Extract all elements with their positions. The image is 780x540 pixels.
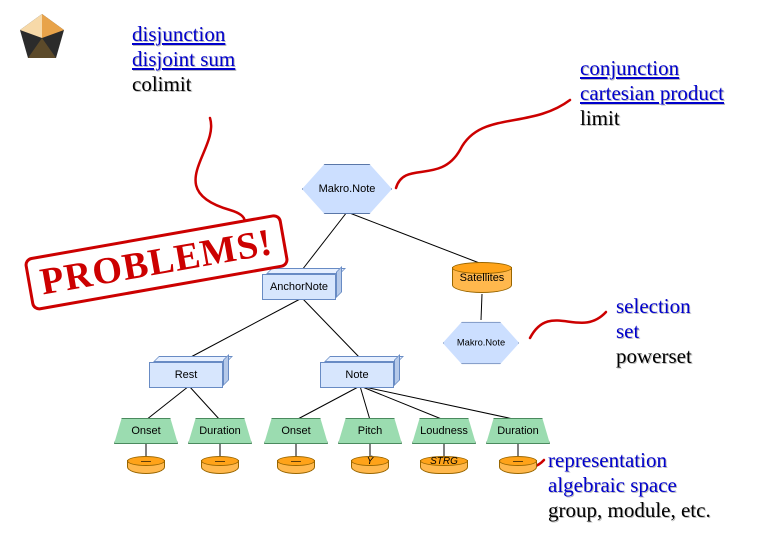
node-label: Onset bbox=[281, 425, 310, 437]
annotation-line: disjunction bbox=[132, 22, 235, 47]
edge bbox=[302, 298, 360, 358]
edge bbox=[296, 386, 360, 420]
annotation-line: representation bbox=[548, 448, 711, 473]
annotation-line: limit bbox=[580, 106, 724, 131]
node-label: Onset bbox=[131, 425, 160, 437]
node-rest: Rest bbox=[149, 356, 229, 388]
annotation-right-mid: selectionsetpowerset bbox=[616, 294, 692, 370]
node-label: AnchorNote bbox=[270, 281, 328, 293]
node-label: Loudness bbox=[420, 425, 468, 437]
annotation-line: algebraic space bbox=[548, 473, 711, 498]
node-note: Note bbox=[320, 356, 400, 388]
annotation-line: group, module, etc. bbox=[548, 498, 711, 523]
node-pitch: Pitch bbox=[338, 418, 402, 444]
annotation-line: cartesian product bbox=[580, 81, 724, 106]
node-label: Pitch bbox=[358, 425, 382, 437]
annotation-line: set bbox=[616, 319, 692, 344]
node-label: — bbox=[141, 456, 151, 467]
squiggle bbox=[396, 100, 570, 188]
node-label: — bbox=[291, 456, 301, 467]
edge bbox=[189, 386, 220, 420]
node-anchor: AnchorNote bbox=[262, 268, 342, 300]
node-label: Satellites bbox=[452, 272, 512, 284]
node-duration2: Duration bbox=[486, 418, 550, 444]
node-label: STRG bbox=[430, 456, 458, 467]
squiggle bbox=[530, 312, 606, 338]
node-satellites: Satellites bbox=[452, 262, 512, 296]
edge bbox=[481, 294, 482, 320]
node-d_loudness: STRG bbox=[420, 456, 468, 476]
node-label: — bbox=[215, 456, 225, 467]
node-loudness: Loudness bbox=[412, 418, 476, 444]
node-d_pitch: Ÿ bbox=[351, 456, 389, 476]
problems-stamp: PROBLEMS! bbox=[23, 213, 289, 311]
node-makro_top: Makro.Note bbox=[302, 164, 392, 214]
node-makro_sub: Makro.Note bbox=[443, 322, 520, 365]
node-onset1: Onset bbox=[114, 418, 178, 444]
node-label: Rest bbox=[175, 369, 198, 381]
node-d_duration2: — bbox=[499, 456, 537, 476]
node-onset2: Onset bbox=[264, 418, 328, 444]
edge bbox=[347, 212, 482, 264]
edge bbox=[360, 386, 444, 420]
node-label: — bbox=[513, 456, 523, 467]
annotation-line: conjunction bbox=[580, 56, 724, 81]
edge bbox=[189, 298, 302, 358]
annotation-line: powerset bbox=[616, 344, 692, 369]
node-d_onset2: — bbox=[277, 456, 315, 476]
node-label: Note bbox=[345, 369, 368, 381]
annotation-top-right: conjunctioncartesian productlimit bbox=[580, 56, 724, 132]
annotation-line: colimit bbox=[132, 72, 235, 97]
annotation-line: selection bbox=[616, 294, 692, 319]
node-d_duration1: — bbox=[201, 456, 239, 476]
app-logo bbox=[14, 10, 70, 71]
edge bbox=[146, 386, 189, 420]
node-label: Duration bbox=[497, 425, 539, 437]
node-label: Ÿ bbox=[367, 456, 374, 467]
edge bbox=[360, 386, 518, 420]
annotation-top-left: disjunctiondisjoint sumcolimit bbox=[132, 22, 235, 98]
edge bbox=[302, 212, 347, 270]
annotation-right-bottom: representationalgebraic spacegroup, modu… bbox=[548, 448, 711, 524]
node-label: Makro.Note bbox=[457, 338, 505, 348]
node-label: Makro.Note bbox=[319, 183, 376, 195]
node-label: Duration bbox=[199, 425, 241, 437]
node-d_onset1: — bbox=[127, 456, 165, 476]
node-duration1: Duration bbox=[188, 418, 252, 444]
edge bbox=[360, 386, 370, 420]
annotation-line: disjoint sum bbox=[132, 47, 235, 72]
